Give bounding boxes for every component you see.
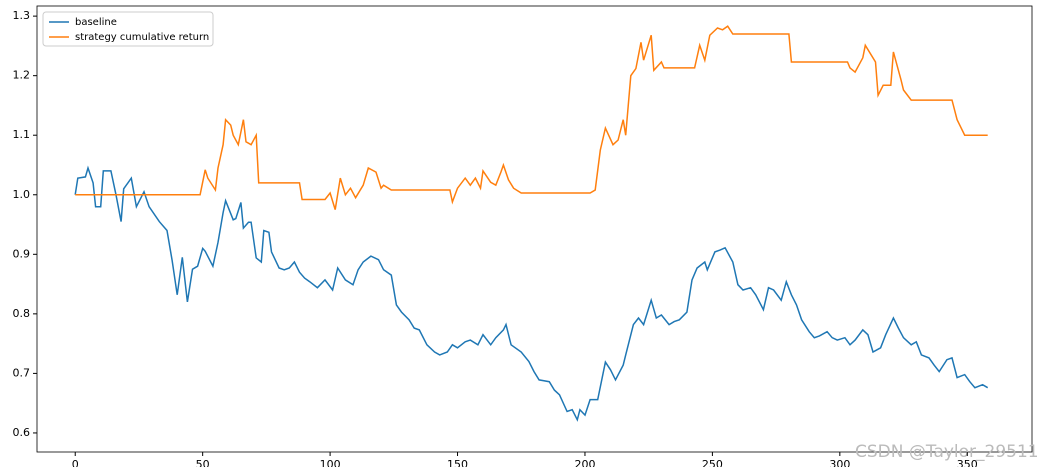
y-tick-label: 1.3 [13,9,31,22]
x-tick-label: 350 [957,458,978,467]
y-tick-label: 1.0 [13,188,31,201]
axes-frame [36,5,1033,453]
legend-label: baseline [75,17,117,28]
x-tick-label: 100 [320,458,341,467]
x-tick-label: 150 [447,458,468,467]
series-line [75,25,988,210]
x-tick-label: 300 [829,458,850,467]
series-line [74,165,989,422]
y-tick-label: 1.1 [13,128,31,141]
y-tick-label: 0.8 [13,307,31,320]
watermark: CSDN @Taylor_29511 [855,442,1039,462]
legend-box [42,11,214,47]
y-tick-label: 1.2 [13,69,31,82]
y-tick-label: 0.7 [13,366,31,379]
x-tick-label: 0 [72,458,79,467]
y-tick-label: 0.9 [13,247,31,260]
legend-label: strategy cumulative return [75,32,209,43]
x-tick-label: 50 [196,458,210,467]
y-tick-label: 0.6 [13,426,31,439]
x-tick-label: 200 [574,458,595,467]
x-tick-label: 250 [702,458,723,467]
